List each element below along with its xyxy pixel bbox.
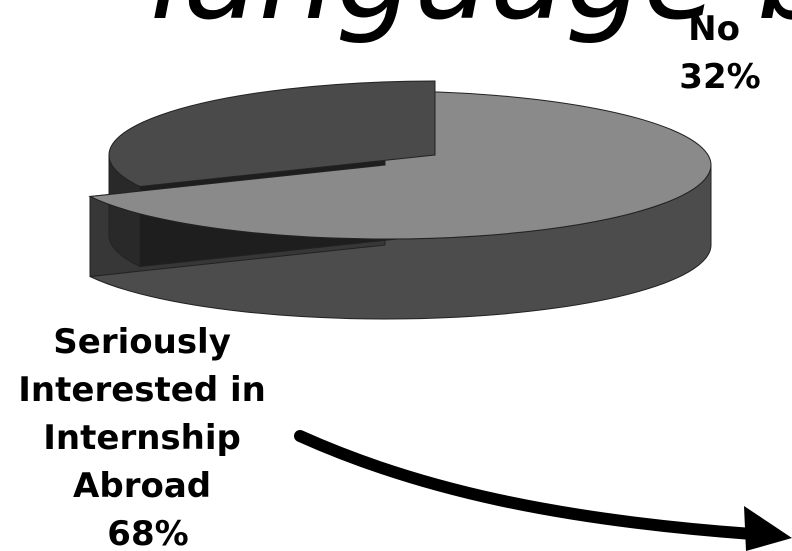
pie-slice-1-top: [108, 80, 436, 188]
pie-tops: [88, 80, 712, 240]
slice-label-no: No 32%: [679, 9, 760, 97]
slice-label-interested-line: Abroad: [73, 466, 211, 506]
curved-arrow-icon: [294, 430, 792, 551]
pie-slice-0-top: [88, 90, 712, 240]
slice-label-interested-line: Interested in: [18, 370, 266, 410]
slice-label-no-line: No: [688, 9, 740, 49]
slice-percent-no: 32%: [679, 57, 760, 97]
slice-percent-interested: 68%: [107, 514, 188, 551]
slice-label-interested-line: Internship: [43, 418, 241, 458]
slice-label-interested: Seriously Interested in Internship Abroa…: [18, 322, 277, 551]
heading-fragment: language bod: [150, 0, 792, 47]
slice-label-interested-line: Seriously: [53, 322, 231, 362]
